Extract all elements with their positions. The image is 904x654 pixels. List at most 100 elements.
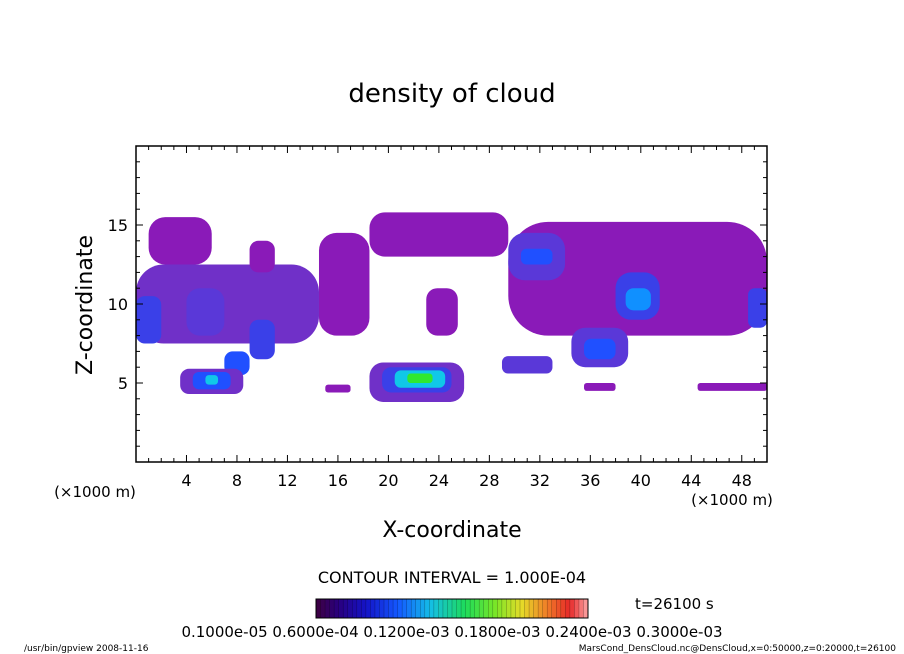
colorbar-swatch — [465, 599, 471, 618]
colorbar-swatch — [370, 599, 376, 618]
density-field — [136, 212, 767, 402]
colorbar-swatch — [510, 599, 516, 618]
colorbar-swatch — [542, 599, 548, 618]
cloud-region-28 — [748, 288, 767, 328]
colorbar-swatch — [574, 599, 580, 618]
cloud-region-2 — [249, 240, 275, 273]
y-axis-label: Z-coordinate — [73, 235, 98, 375]
colorbar-swatch — [556, 599, 562, 618]
colorbar-swatch — [393, 599, 398, 618]
cloud-region-24 — [584, 338, 616, 360]
colorbar-swatch — [538, 599, 544, 618]
colorbar-swatch — [406, 599, 412, 618]
cloud-region-13 — [426, 288, 458, 336]
x-tick-label: 24 — [429, 471, 449, 490]
colorbar-swatch — [506, 599, 512, 618]
cloud-region-5 — [249, 319, 275, 360]
colorbar-swatch — [533, 599, 539, 618]
x-axis-label: X-coordinate — [382, 518, 521, 543]
colorbar-swatch — [515, 599, 521, 618]
cloud-region-12 — [369, 212, 509, 257]
chart-title: density of cloud — [348, 79, 555, 109]
cloud-region-11 — [325, 384, 351, 393]
colorbar-swatch — [325, 599, 330, 618]
colorbar-swatch — [329, 599, 335, 618]
colorbar-swatch — [452, 599, 457, 618]
time-label: t=26100 s — [635, 595, 714, 613]
y-tick-label: 15 — [108, 216, 128, 235]
colorbar-swatch — [447, 599, 453, 618]
colorbar-swatch — [547, 599, 553, 618]
cloud-region-9 — [205, 375, 219, 385]
colorbar-swatch — [442, 599, 448, 618]
colorbar-swatch — [415, 599, 421, 618]
x-tick-label: 32 — [530, 471, 550, 490]
cloud-region-4 — [186, 288, 225, 336]
colorbar-swatch — [352, 599, 358, 618]
cloud-region-1 — [148, 217, 212, 265]
colorbar-swatch — [347, 599, 353, 618]
colorbar — [315, 599, 589, 618]
colorbar-swatch — [320, 599, 326, 618]
colorbar-swatch — [388, 599, 394, 618]
x-tick-label: 28 — [479, 471, 499, 490]
colorbar-swatch — [374, 599, 380, 618]
colorbar-swatch — [492, 599, 498, 618]
colorbar-swatch — [520, 599, 525, 618]
colorbar-swatch — [384, 599, 389, 618]
colorbar-swatch — [361, 599, 367, 618]
colorbar-swatch — [379, 599, 385, 618]
colorbar-swatch — [356, 599, 362, 618]
colorbar-swatch — [433, 599, 439, 618]
colorbar-swatch — [501, 599, 507, 618]
contour-interval: CONTOUR INTERVAL = 1.000E-04 — [318, 568, 586, 587]
colorbar-swatch — [438, 599, 444, 618]
colorbar-swatch — [578, 599, 584, 618]
colorbar-swatch — [583, 599, 589, 618]
colorbar-swatch — [497, 599, 503, 618]
x-tick-label: 16 — [328, 471, 348, 490]
cloud-region-17 — [407, 373, 433, 383]
colorbar-swatch — [488, 599, 494, 618]
x-tick-label: 36 — [580, 471, 600, 490]
cloud-region-10 — [318, 232, 370, 336]
colorbar-swatch — [334, 599, 340, 618]
cloud-region-20 — [520, 248, 553, 265]
x-tick-label: 8 — [232, 471, 242, 490]
colorbar-swatch — [402, 599, 408, 618]
colorbar-swatch — [424, 599, 430, 618]
colorbar-swatch — [529, 599, 534, 618]
colorbar-swatch — [397, 599, 403, 618]
x-tick-label: 20 — [378, 471, 398, 490]
x-tick-label: 4 — [181, 471, 191, 490]
colorbar-swatch — [551, 599, 557, 618]
footer-right: MarsCond_DensCloud.nc@DensCloud,x=0:5000… — [579, 644, 896, 654]
colorbar-swatch — [479, 599, 485, 618]
colorbar-swatch — [483, 599, 489, 618]
colorbar-swatch — [365, 599, 371, 618]
y-tick-label: 10 — [108, 295, 128, 314]
cloud-region-25 — [501, 356, 553, 374]
colorbar-swatch — [524, 599, 530, 618]
cloud-region-27 — [697, 383, 767, 391]
cloud-region-3 — [136, 296, 162, 344]
x-tick-label: 44 — [681, 471, 701, 490]
colorbar-swatch — [338, 599, 344, 618]
footer-left: /usr/bin/gpview 2008-11-16 — [24, 644, 149, 654]
cloud-region-26 — [584, 383, 616, 391]
colorbar-swatch — [461, 599, 466, 618]
colorbar-swatch — [420, 599, 426, 618]
x-axis-unit-left: (×1000 m) — [54, 483, 136, 501]
colorbar-swatch — [456, 599, 462, 618]
x-tick-label: 48 — [732, 471, 752, 490]
cloud-region-22 — [625, 288, 651, 311]
y-axis: 5 10 15 — [108, 161, 767, 447]
colorbar-swatch — [569, 599, 575, 618]
colorbar-swatch — [429, 599, 435, 618]
x-tick-label: 40 — [631, 471, 651, 490]
x-tick-label: 12 — [277, 471, 297, 490]
colorbar-swatch — [560, 599, 566, 618]
colorbar-swatch — [316, 599, 321, 618]
